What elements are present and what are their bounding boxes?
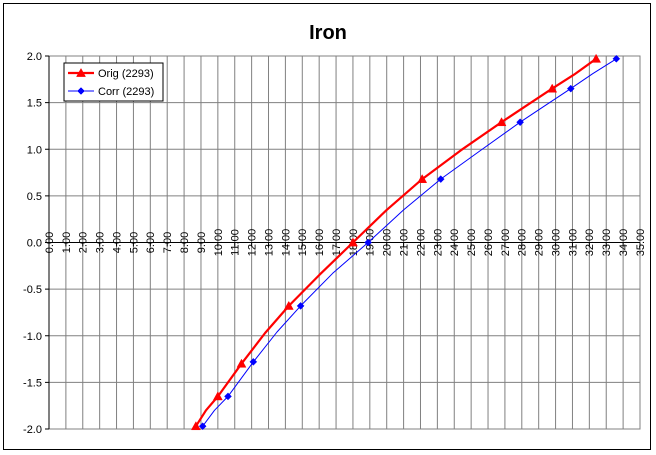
x-tick-label: 26.00 <box>483 229 495 257</box>
legend-entry: Corr (2293) <box>68 86 154 98</box>
y-tick-label: 2.0 <box>27 51 42 63</box>
x-tick-label: 33.00 <box>601 229 613 257</box>
legend-label: Orig (2293) <box>98 68 154 80</box>
data-point <box>348 237 358 247</box>
x-tick-label: 32.00 <box>584 229 596 257</box>
data-point <box>547 83 558 93</box>
x-tick-label: 12.00 <box>247 229 259 257</box>
y-tick-label: 0.5 <box>27 191 42 203</box>
x-tick-label: 21.00 <box>399 229 411 257</box>
data-point <box>436 175 445 183</box>
data-point <box>296 302 305 310</box>
y-tick-label: -1.0 <box>23 331 42 343</box>
data-point <box>198 422 207 431</box>
data-point <box>224 392 232 401</box>
y-tick-label: 0.0 <box>27 238 42 250</box>
legend: Orig (2293) Corr (2293) <box>63 62 164 102</box>
x-tick-label: 8.00 <box>179 232 191 253</box>
chart-title: Iron <box>309 22 347 44</box>
data-point <box>249 358 258 366</box>
x-tick-label: 0.00 <box>44 232 56 253</box>
series-line <box>202 58 617 427</box>
x-tick-label: 16.00 <box>314 229 326 257</box>
data-point <box>283 300 294 310</box>
y-tick-label: -2.0 <box>23 424 42 436</box>
x-tick-label: 35.00 <box>635 229 647 257</box>
data-point <box>236 358 247 368</box>
x-tick-label: 34.00 <box>618 229 630 257</box>
x-tick-label: 17.00 <box>331 229 343 257</box>
legend-swatch-marker <box>77 87 85 95</box>
data-point <box>190 421 201 431</box>
x-tick-label: 4.00 <box>111 232 123 253</box>
legend-label: Corr (2293) <box>98 86 154 98</box>
y-tick-label: -1.5 <box>23 377 42 389</box>
x-tick-label: 10.00 <box>213 229 225 257</box>
x-tick-label: 11.00 <box>230 229 242 256</box>
series-corr <box>198 54 621 431</box>
x-tick-label: 5.00 <box>128 232 140 253</box>
legend-entry: Orig (2293) <box>68 67 154 80</box>
x-tick-label: 9.00 <box>196 232 208 253</box>
x-tick-label: 15.00 <box>297 229 309 257</box>
series-layer <box>190 53 621 431</box>
data-point <box>417 174 428 183</box>
legend-swatch-marker <box>76 67 86 77</box>
x-tick-label: 20.00 <box>382 229 394 257</box>
x-tick-label: 30.00 <box>550 229 562 257</box>
legend-entries: Orig (2293) Corr (2293) <box>68 67 154 98</box>
series-orig <box>190 53 602 431</box>
data-point <box>612 54 621 63</box>
y-tick-label: -0.5 <box>23 284 42 296</box>
data-point <box>516 118 524 127</box>
data-point <box>364 238 372 247</box>
data-point <box>591 53 602 63</box>
y-tick-label: 1.5 <box>27 98 42 110</box>
series-line <box>194 57 597 427</box>
x-tick-label: 6.00 <box>145 232 157 253</box>
x-tick-label: 1.00 <box>61 232 73 253</box>
x-tick-label: 28.00 <box>517 229 529 257</box>
x-tick-label: 22.00 <box>415 229 427 257</box>
x-tick-label: 31.00 <box>567 229 579 257</box>
x-tick-label: 27.00 <box>500 229 512 257</box>
x-tick-label: 7.00 <box>162 232 174 253</box>
chart-svg: Iron 0.00 1.00 2.00 3.00 4.00 5.00 6.00 7.00 8.0… <box>23 22 647 436</box>
data-point <box>496 117 507 127</box>
x-tick-label: 24.00 <box>449 229 461 257</box>
data-point <box>566 84 575 93</box>
tick-labels: 0.00 1.00 2.00 3.00 4.00 5.00 6.00 7.00 8.00 9.00… <box>23 51 647 436</box>
data-point <box>212 391 223 401</box>
x-tick-label: 25.00 <box>466 229 478 257</box>
x-tick-label: 13.00 <box>263 229 275 257</box>
x-tick-label: 2.00 <box>78 232 90 253</box>
x-tick-label: 14.00 <box>280 229 292 257</box>
x-tick-label: 29.00 <box>534 229 546 257</box>
chart-frame: Iron 0.00 1.00 2.00 3.00 4.00 5.00 6.00 7.00 8.0… <box>3 3 651 450</box>
x-tick-label: 23.00 <box>432 229 444 257</box>
y-tick-label: 1.0 <box>27 144 42 156</box>
x-tick-label: 3.00 <box>95 232 107 253</box>
